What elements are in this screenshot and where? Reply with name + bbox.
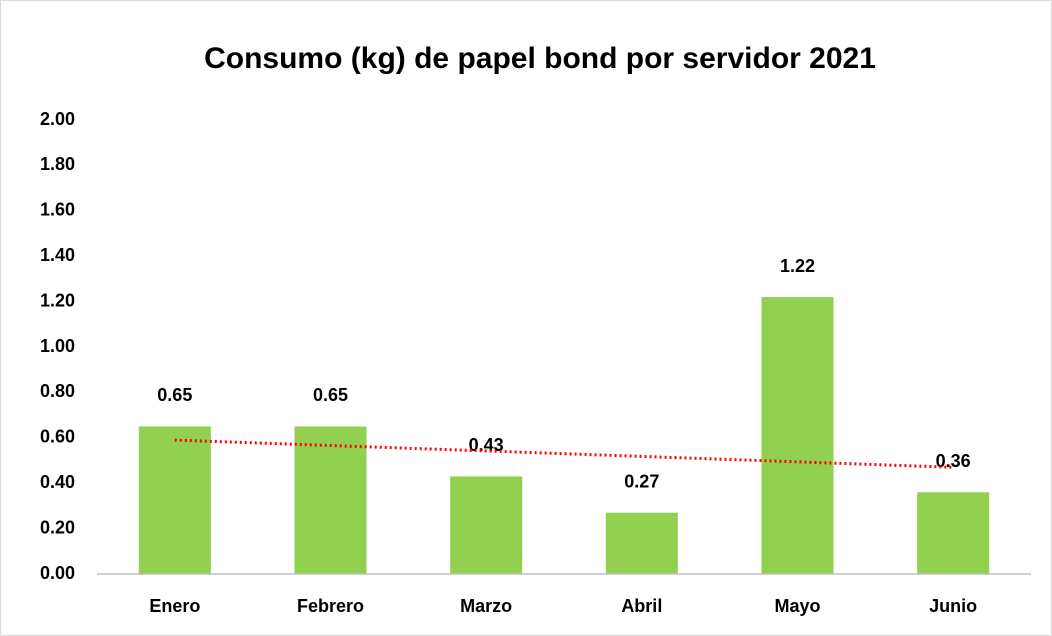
y-tick-label: 0.60 bbox=[40, 427, 75, 447]
data-label: 1.22 bbox=[780, 256, 815, 276]
x-tick-label: Marzo bbox=[460, 596, 512, 616]
bar bbox=[294, 426, 367, 574]
y-tick-label: 0.40 bbox=[40, 472, 75, 492]
y-tick-label: 0.00 bbox=[40, 563, 75, 583]
chart-title: Consumo (kg) de papel bond por servidor … bbox=[204, 42, 876, 75]
y-tick-label: 1.80 bbox=[40, 154, 75, 174]
y-tick-label: 0.20 bbox=[40, 517, 75, 537]
y-tick-label: 1.40 bbox=[40, 245, 75, 265]
y-tick-label: 0.80 bbox=[40, 381, 75, 401]
y-tick-label: 1.60 bbox=[40, 200, 75, 220]
y-tick-label: 1.20 bbox=[40, 290, 75, 310]
x-tick-label: Abril bbox=[621, 596, 662, 616]
data-label: 0.65 bbox=[313, 385, 348, 405]
bar bbox=[605, 512, 678, 574]
x-tick-label: Mayo bbox=[774, 596, 820, 616]
bar bbox=[761, 297, 834, 574]
bar bbox=[138, 426, 211, 574]
x-tick-label: Febrero bbox=[297, 596, 364, 616]
x-tick-label: Enero bbox=[149, 596, 200, 616]
y-tick-label: 2.00 bbox=[40, 109, 75, 129]
y-tick-label: 1.00 bbox=[40, 336, 75, 356]
bar bbox=[917, 492, 990, 574]
x-tick-label: Junio bbox=[929, 596, 977, 616]
data-label: 0.27 bbox=[624, 471, 659, 491]
bar bbox=[450, 476, 523, 574]
data-label: 0.65 bbox=[157, 385, 192, 405]
